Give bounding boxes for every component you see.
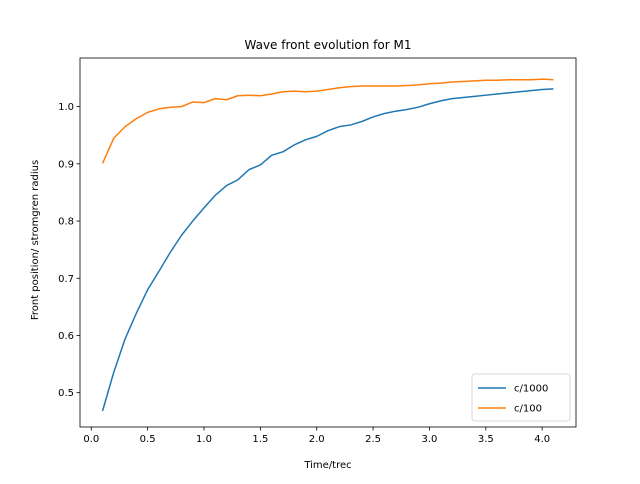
x-tick-label: 2.5 [365, 434, 381, 445]
y-tick-label: 0.9 [58, 159, 74, 170]
chart-title: Wave front evolution for M1 [245, 38, 412, 52]
x-tick-label: 3.0 [422, 434, 438, 445]
y-tick-label: 0.8 [58, 217, 74, 228]
axes-frame [79, 57, 577, 428]
x-tick-label: 0.0 [83, 434, 99, 445]
series-line-0 [101, 88, 554, 412]
x-tick-label: 3.5 [478, 434, 494, 445]
legend: c/1000 c/100 [471, 373, 571, 422]
x-tick-label: 1.0 [196, 434, 212, 445]
y-axis-label: Front position/ stromgren radius [30, 160, 41, 320]
x-tick-label: 0.5 [140, 434, 156, 445]
y-axis: 0.5 0.6 0.7 0.8 0.9 1.0 [58, 102, 80, 399]
series-line-1 [101, 78, 554, 164]
y-tick-label: 0.5 [58, 388, 74, 399]
y-tick-label: 1.0 [58, 102, 74, 113]
plot-area [79, 57, 577, 428]
legend-label-1: c/100 [514, 404, 542, 415]
legend-box [471, 373, 571, 422]
y-tick-label: 0.6 [58, 331, 74, 342]
x-axis-label: Time/trec [303, 460, 351, 471]
legend-label-0: c/1000 [514, 384, 548, 395]
y-tick-label: 0.7 [58, 274, 74, 285]
x-tick-label: 2.0 [309, 434, 325, 445]
x-tick-label: 4.0 [534, 434, 550, 445]
x-tick-label: 1.5 [252, 434, 268, 445]
x-axis: 0.0 0.5 1.0 1.5 2.0 2.5 3.0 3.5 4.0 [83, 427, 550, 445]
